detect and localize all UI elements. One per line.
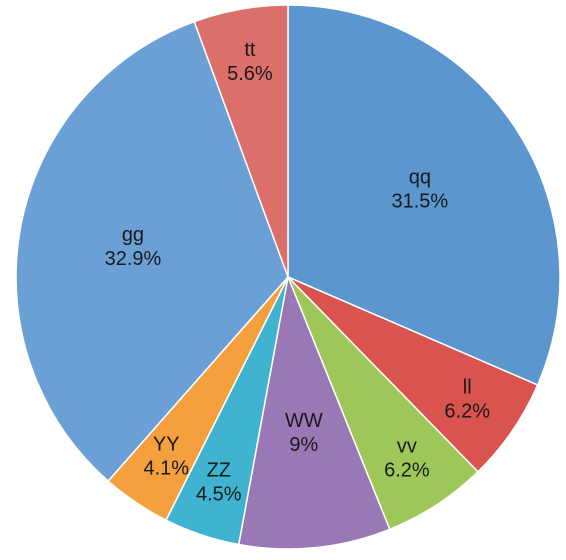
pie-slice [287, 4, 561, 387]
slice-value-label: 4.5% [196, 484, 242, 506]
slice-value-label: 6.2% [444, 401, 490, 423]
slice-label: YY [153, 434, 180, 456]
slice-label: WW [285, 410, 323, 432]
slice-value-label: 9% [289, 434, 318, 456]
slice-label: ll [463, 377, 472, 399]
slice-value-label: 6.2% [384, 460, 430, 482]
slice-label: vv [397, 436, 417, 458]
slice-label: gg [122, 224, 144, 246]
slice-label: tt [244, 39, 256, 61]
pie-slice [237, 274, 391, 550]
pie-slice [193, 4, 289, 278]
slice-value-label: 31.5% [391, 191, 448, 213]
slice-value-label: 4.1% [143, 458, 189, 480]
slice-value-label: 5.6% [227, 63, 273, 85]
slice-label: qq [409, 167, 431, 189]
slice-value-label: 32.9% [105, 248, 162, 270]
slice-label: ZZ [207, 460, 231, 482]
pie-slice [15, 20, 289, 483]
